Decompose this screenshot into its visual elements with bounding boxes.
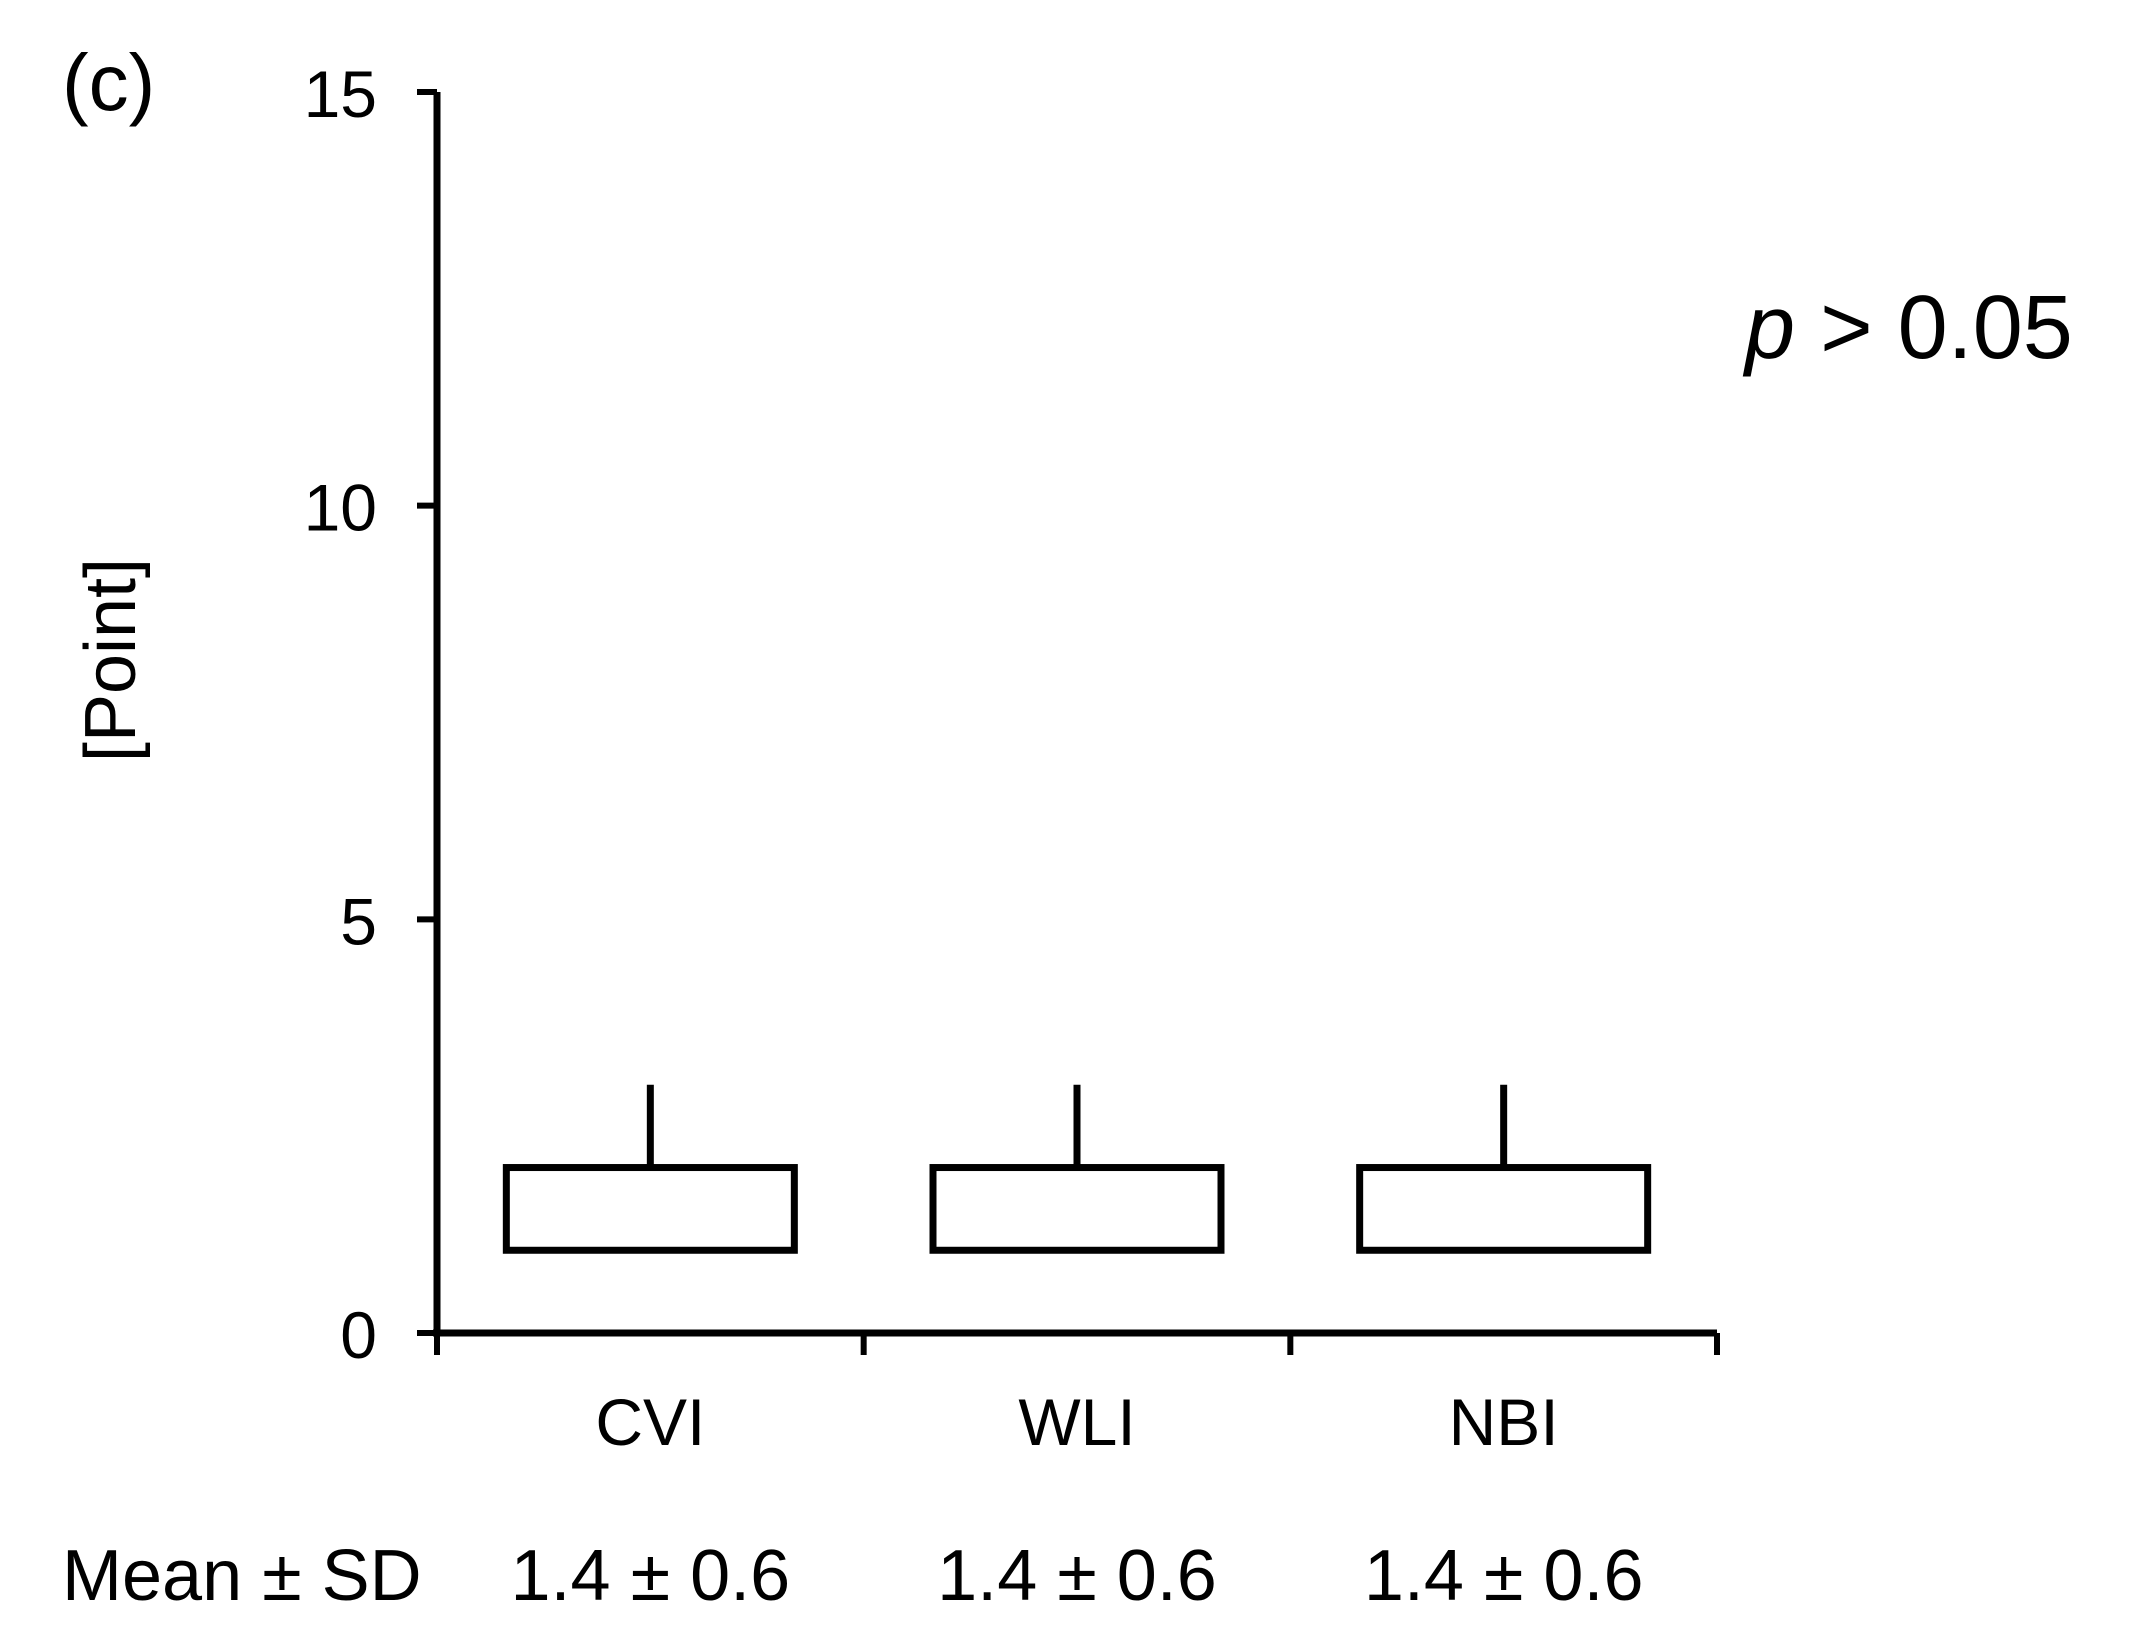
summary-value-cvi: 1.4 ± 0.6 [510, 1536, 790, 1616]
p-value-text: > 0.05 [1795, 278, 2073, 378]
y-tick-label: 0 [340, 1298, 377, 1372]
summary-value-nbi: 1.4 ± 0.6 [1364, 1536, 1644, 1616]
box-wli [929, 1164, 1225, 1254]
x-tick-label-nbi: NBI [1449, 1385, 1559, 1459]
panel-label: (c) [62, 38, 155, 127]
x-tick-label-wli: WLI [1018, 1385, 1135, 1459]
p-value-annotation: p > 0.05 [1742, 278, 2073, 378]
summary-value-wli: 1.4 ± 0.6 [937, 1536, 1217, 1616]
summary-label: Mean ± SD [62, 1536, 422, 1616]
p-value-symbol: p [1742, 278, 1795, 378]
x-tick-label-cvi: CVI [595, 1385, 705, 1459]
y-axis-label: [Point] [71, 558, 151, 762]
box-cvi [502, 1164, 798, 1254]
y-tick-label: 10 [304, 471, 377, 545]
box-nbi [1356, 1164, 1652, 1254]
y-tick-label: 5 [340, 884, 377, 958]
y-tick-label: 15 [304, 57, 377, 131]
